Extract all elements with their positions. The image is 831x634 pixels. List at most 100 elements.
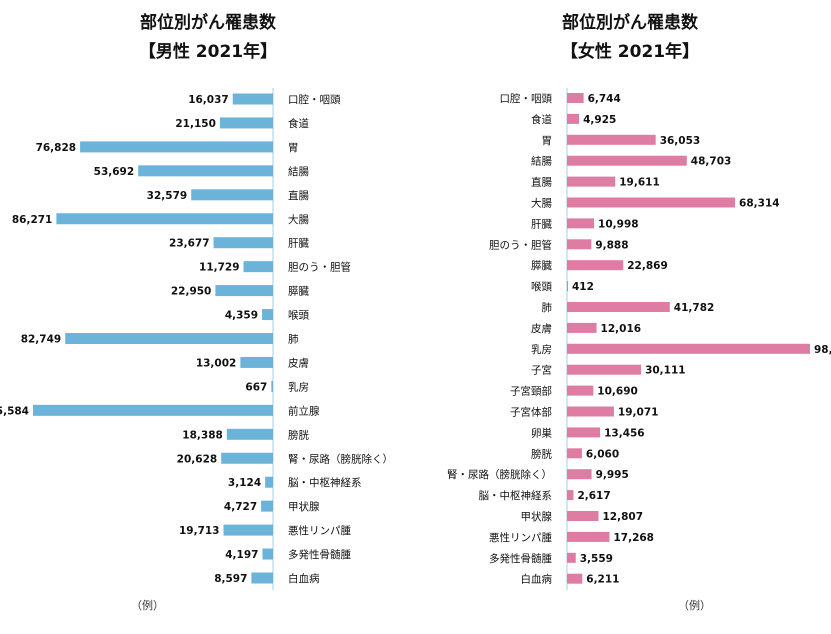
female-bar bbox=[567, 385, 594, 396]
male-category-label: 悪性リンパ腫 bbox=[288, 524, 351, 537]
male-category-label: 膵臓 bbox=[288, 286, 309, 298]
male-category-label: 肺 bbox=[288, 334, 299, 346]
male-category-label: 大腸 bbox=[288, 213, 309, 226]
female-bar bbox=[567, 469, 592, 480]
female-category-label: 胆のう・胆管 bbox=[489, 238, 552, 251]
male-value-label: 3,124 bbox=[228, 477, 261, 489]
female-category-label: 子宮体部 bbox=[510, 406, 552, 419]
female-value-label: 98,782 bbox=[814, 344, 831, 356]
male-chart-title-line2: 【男性 2021年】 bbox=[138, 42, 278, 62]
male-bar-chart: 16,037 口腔・咽頭 21,150 食道 76,828 胃 53,692 結腸 32,579… bbox=[0, 88, 393, 590]
female-bar bbox=[567, 176, 616, 187]
female-value-label: 30,111 bbox=[645, 365, 686, 377]
male-bar bbox=[262, 309, 273, 321]
female-chart-title-line2: 【女性 2021年】 bbox=[560, 42, 700, 62]
female-value-label: 2,617 bbox=[577, 490, 610, 502]
female-bar bbox=[567, 552, 576, 563]
female-bar bbox=[567, 218, 595, 229]
female-value-label: 412 bbox=[572, 281, 594, 293]
female-chart-note: （例） bbox=[678, 599, 711, 612]
female-value-label: 3,559 bbox=[580, 553, 613, 565]
female-bar bbox=[567, 155, 687, 166]
male-bar bbox=[33, 404, 273, 416]
female-value-label: 17,268 bbox=[613, 532, 654, 544]
male-value-label: 8,597 bbox=[214, 573, 247, 585]
male-category-label: 多発性骨髄腫 bbox=[288, 548, 351, 561]
male-category-label: 甲状腺 bbox=[288, 500, 320, 513]
male-bar bbox=[232, 93, 273, 105]
male-bar bbox=[243, 261, 273, 273]
female-category-label: 肝臓 bbox=[531, 218, 552, 230]
male-value-label: 82,749 bbox=[21, 334, 62, 346]
male-value-label: 20,628 bbox=[177, 453, 218, 465]
male-value-label: 95,584 bbox=[0, 405, 29, 417]
female-bar bbox=[567, 322, 597, 333]
male-category-label: 脳・中枢神経系 bbox=[288, 476, 362, 489]
male-category-label: 口腔・咽頭 bbox=[288, 93, 341, 106]
female-category-label: 甲状腺 bbox=[521, 510, 553, 523]
female-category-label: 直腸 bbox=[531, 176, 552, 189]
male-value-label: 19,713 bbox=[179, 525, 220, 537]
male-bar bbox=[215, 285, 273, 297]
female-bar bbox=[567, 364, 642, 375]
female-category-label: 子宮 bbox=[531, 364, 552, 377]
female-bar bbox=[567, 134, 656, 145]
female-category-label: 食道 bbox=[531, 113, 552, 126]
male-bar bbox=[80, 141, 273, 153]
female-bar bbox=[567, 113, 580, 124]
male-bar bbox=[261, 500, 273, 512]
female-bar bbox=[567, 490, 574, 501]
female-value-label: 10,690 bbox=[597, 386, 638, 398]
male-value-label: 4,727 bbox=[224, 501, 257, 513]
female-category-label: 卵巣 bbox=[531, 426, 552, 439]
female-bar bbox=[567, 239, 592, 250]
female-value-label: 48,703 bbox=[691, 156, 732, 168]
female-category-label: 肺 bbox=[542, 302, 553, 314]
male-value-label: 18,388 bbox=[182, 429, 223, 441]
female-chart-title-line1: 部位別がん罹患数 bbox=[562, 13, 698, 33]
male-bar bbox=[56, 213, 273, 225]
male-category-label: 結腸 bbox=[288, 165, 309, 178]
male-category-label: 皮膚 bbox=[288, 356, 309, 369]
female-bar bbox=[567, 93, 584, 103]
male-bar bbox=[213, 237, 273, 249]
female-category-label: 脳・中枢神経系 bbox=[479, 489, 553, 502]
male-value-label: 13,002 bbox=[196, 357, 237, 369]
male-category-label: 胃 bbox=[288, 142, 299, 154]
female-category-label: 悪性リンパ腫 bbox=[489, 531, 552, 544]
female-bar bbox=[567, 343, 810, 354]
female-value-label: 6,211 bbox=[586, 574, 619, 586]
female-category-label: 多発性骨髄腫 bbox=[489, 552, 552, 565]
female-category-label: 喉頭 bbox=[531, 281, 552, 293]
male-value-label: 4,197 bbox=[225, 549, 258, 561]
male-bar bbox=[262, 548, 273, 560]
male-category-label: 直腸 bbox=[288, 189, 309, 202]
male-value-label: 21,150 bbox=[175, 118, 216, 130]
male-value-label: 11,729 bbox=[199, 262, 240, 274]
male-category-label: 喉頭 bbox=[288, 310, 309, 322]
male-category-label: 前立腺 bbox=[288, 404, 320, 417]
female-bar bbox=[567, 511, 599, 521]
female-value-label: 19,071 bbox=[618, 407, 659, 419]
female-bar bbox=[567, 448, 582, 459]
male-value-label: 16,037 bbox=[188, 94, 229, 106]
female-value-label: 6,060 bbox=[586, 448, 619, 460]
female-bar bbox=[567, 406, 614, 417]
male-chart-title-line1: 部位別がん罹患数 bbox=[140, 13, 276, 33]
female-value-label: 36,053 bbox=[660, 135, 701, 147]
female-category-label: 口腔・咽頭 bbox=[500, 92, 553, 105]
male-category-label: 白血病 bbox=[288, 572, 320, 585]
female-value-label: 6,744 bbox=[588, 93, 621, 105]
female-value-label: 12,807 bbox=[603, 511, 644, 523]
female-value-label: 41,782 bbox=[674, 302, 715, 314]
female-bar-chart: 6,744 口腔・咽頭 4,925 食道 36,053 胃 48,703 結腸 19,611 直腸… bbox=[447, 88, 831, 590]
male-bar bbox=[221, 452, 273, 464]
male-value-label: 4,359 bbox=[225, 310, 258, 322]
male-value-label: 32,579 bbox=[147, 190, 188, 202]
male-value-label: 86,271 bbox=[12, 214, 53, 226]
female-category-label: 腎・尿路（膀胱除く） bbox=[447, 468, 552, 481]
male-category-label: 腎・尿路（膀胱除く） bbox=[288, 452, 393, 465]
male-value-label: 667 bbox=[245, 381, 267, 393]
male-category-label: 膀胱 bbox=[288, 428, 309, 441]
